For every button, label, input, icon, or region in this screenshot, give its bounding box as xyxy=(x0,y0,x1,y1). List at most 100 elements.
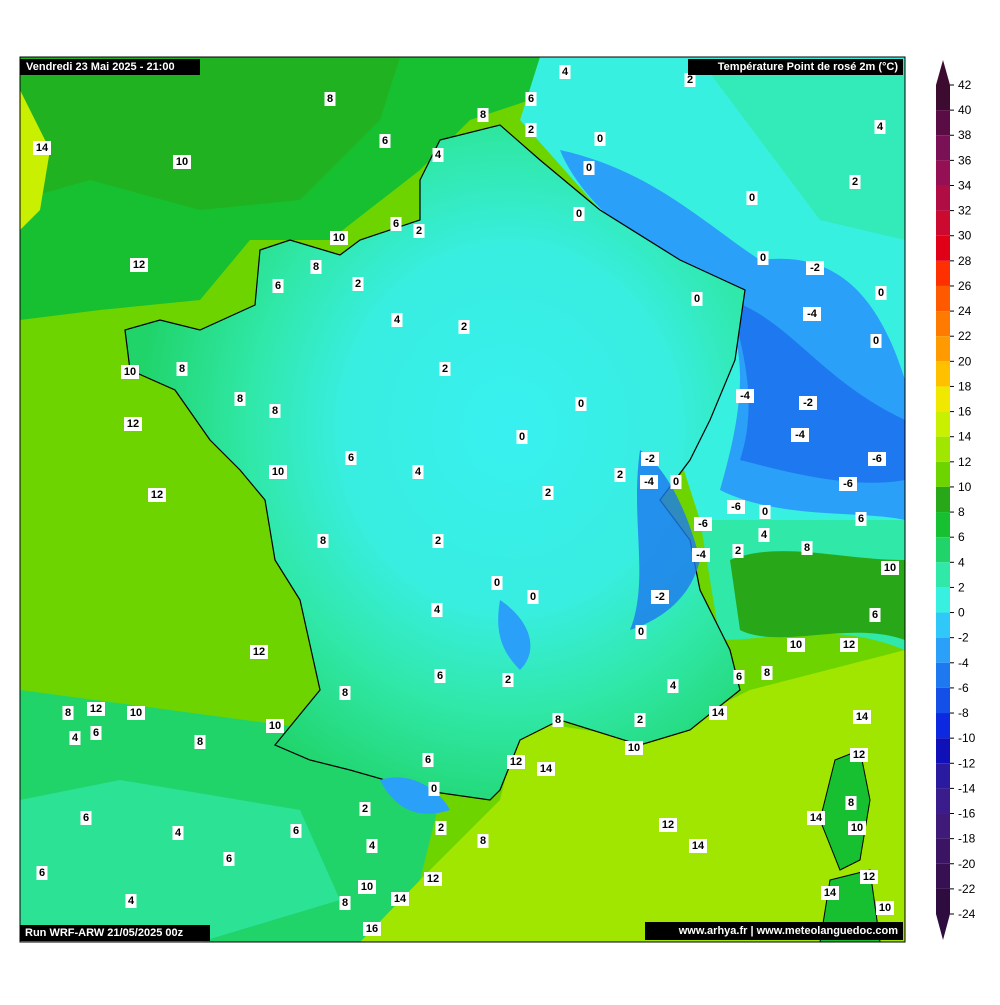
colorbar-segment xyxy=(936,838,950,864)
point-label: 6 xyxy=(93,727,99,739)
point-label: 0 xyxy=(494,577,500,589)
colorbar-segment xyxy=(936,486,950,513)
point-label: 0 xyxy=(431,783,437,795)
point-label: 6 xyxy=(348,452,354,464)
point-label: -4 xyxy=(644,476,655,488)
colorbar-tick-label: 10 xyxy=(958,480,972,494)
colorbar-segment xyxy=(936,562,950,588)
point-label: 10 xyxy=(176,156,188,168)
point-label: 12 xyxy=(427,873,439,885)
label-bg xyxy=(850,748,868,762)
point-label: 8 xyxy=(480,109,486,121)
point-label: 8 xyxy=(480,835,486,847)
point-label: -6 xyxy=(698,518,708,530)
point-label: 12 xyxy=(90,703,102,715)
label-bg xyxy=(641,452,659,466)
point-label: 10 xyxy=(628,742,640,754)
title-bg xyxy=(688,59,903,75)
label-bg xyxy=(33,141,51,155)
label-bg xyxy=(635,625,647,639)
label-bg xyxy=(269,404,281,418)
colorbar-segment xyxy=(936,110,950,136)
point-label: 2 xyxy=(355,278,361,290)
label-bg xyxy=(507,755,525,769)
colorbar-segment xyxy=(936,285,950,312)
point-label: 6 xyxy=(528,93,534,105)
colorbar-tick-label: -6 xyxy=(958,681,969,695)
label-bg xyxy=(130,258,148,272)
point-label: 0 xyxy=(694,293,700,305)
point-label: 6 xyxy=(393,218,399,230)
label-bg xyxy=(310,260,322,274)
label-bg xyxy=(491,576,503,590)
label-bg xyxy=(391,313,403,327)
label-bg xyxy=(853,710,871,724)
point-label: 10 xyxy=(124,366,136,378)
point-label: 0 xyxy=(762,506,768,518)
colorbar-tick-label: -22 xyxy=(958,882,976,896)
point-label: 12 xyxy=(662,819,674,831)
colorbar-segment xyxy=(936,512,950,538)
point-label: 14 xyxy=(36,142,49,154)
label-bg xyxy=(848,821,866,835)
point-label: 2 xyxy=(637,714,643,726)
colorbar-segment xyxy=(936,687,950,714)
label-bg xyxy=(625,741,643,755)
point-label: 14 xyxy=(824,887,837,899)
colorbar-tick-label: -2 xyxy=(958,631,969,645)
label-bg xyxy=(431,603,443,617)
colorbar-tick-label: -18 xyxy=(958,832,976,846)
label-bg xyxy=(502,673,514,687)
label-bg xyxy=(801,541,813,555)
label-bg xyxy=(758,528,770,542)
label-bg xyxy=(860,870,878,884)
colorbar-tick-label: 16 xyxy=(958,405,972,419)
label-bg xyxy=(458,320,470,334)
label-bg xyxy=(761,666,773,680)
colorbar-tick-label: 24 xyxy=(958,304,972,318)
colorbar-tick-label: 20 xyxy=(958,354,972,368)
point-label: 2 xyxy=(442,363,448,375)
label-bg xyxy=(876,901,894,915)
colorbar-segment xyxy=(936,361,950,387)
label-bg xyxy=(80,811,92,825)
colorbar-segment xyxy=(936,612,950,638)
point-label: 12 xyxy=(151,489,163,501)
label-bg xyxy=(69,731,81,745)
map-frame xyxy=(19,56,906,943)
label-bg xyxy=(339,896,351,910)
point-label: 6 xyxy=(736,671,742,683)
colorbar-tick-label: 22 xyxy=(958,329,972,343)
label-bg xyxy=(759,505,771,519)
label-bg xyxy=(266,719,284,733)
point-label: 6 xyxy=(293,825,299,837)
colorbar-segment xyxy=(936,763,950,789)
label-bg xyxy=(869,608,881,622)
colorbar-tick-label: -10 xyxy=(958,731,976,745)
point-label: 14 xyxy=(712,707,725,719)
colorbar-tick-label: 38 xyxy=(958,128,972,142)
point-label: 8 xyxy=(555,714,561,726)
point-label: 14 xyxy=(810,812,823,824)
label-bg xyxy=(434,669,446,683)
point-label: 0 xyxy=(760,252,766,264)
date: Vendredi 23 Mai 2025 - 21:00 xyxy=(26,61,175,73)
point-labels: 4 2 8 6 8 6 2 0 4 14 4 10 0 2 0 0 6 2 10 0 12 8 -2 6 2 0 0 -4 4 2 0 10 8… xyxy=(33,65,899,936)
point-label: 6 xyxy=(437,670,443,682)
label-bg xyxy=(542,486,554,500)
label-bg xyxy=(148,488,166,502)
point-label: 6 xyxy=(275,280,281,292)
label-bg xyxy=(575,397,587,411)
label-bg xyxy=(250,645,268,659)
point-label: 2 xyxy=(528,124,534,136)
point-label: 0 xyxy=(519,431,525,443)
colorbar-tick-label: 12 xyxy=(958,455,972,469)
colorbar-segment xyxy=(936,713,950,739)
point-label: 10 xyxy=(130,707,142,719)
colorbar: 424038363432302826242220181614121086420-… xyxy=(936,60,976,940)
point-label: 2 xyxy=(461,321,467,333)
label-bg xyxy=(272,279,284,293)
point-label: 12 xyxy=(510,756,522,768)
run: Run WRF-ARW 21/05/2025 00z xyxy=(25,927,184,939)
